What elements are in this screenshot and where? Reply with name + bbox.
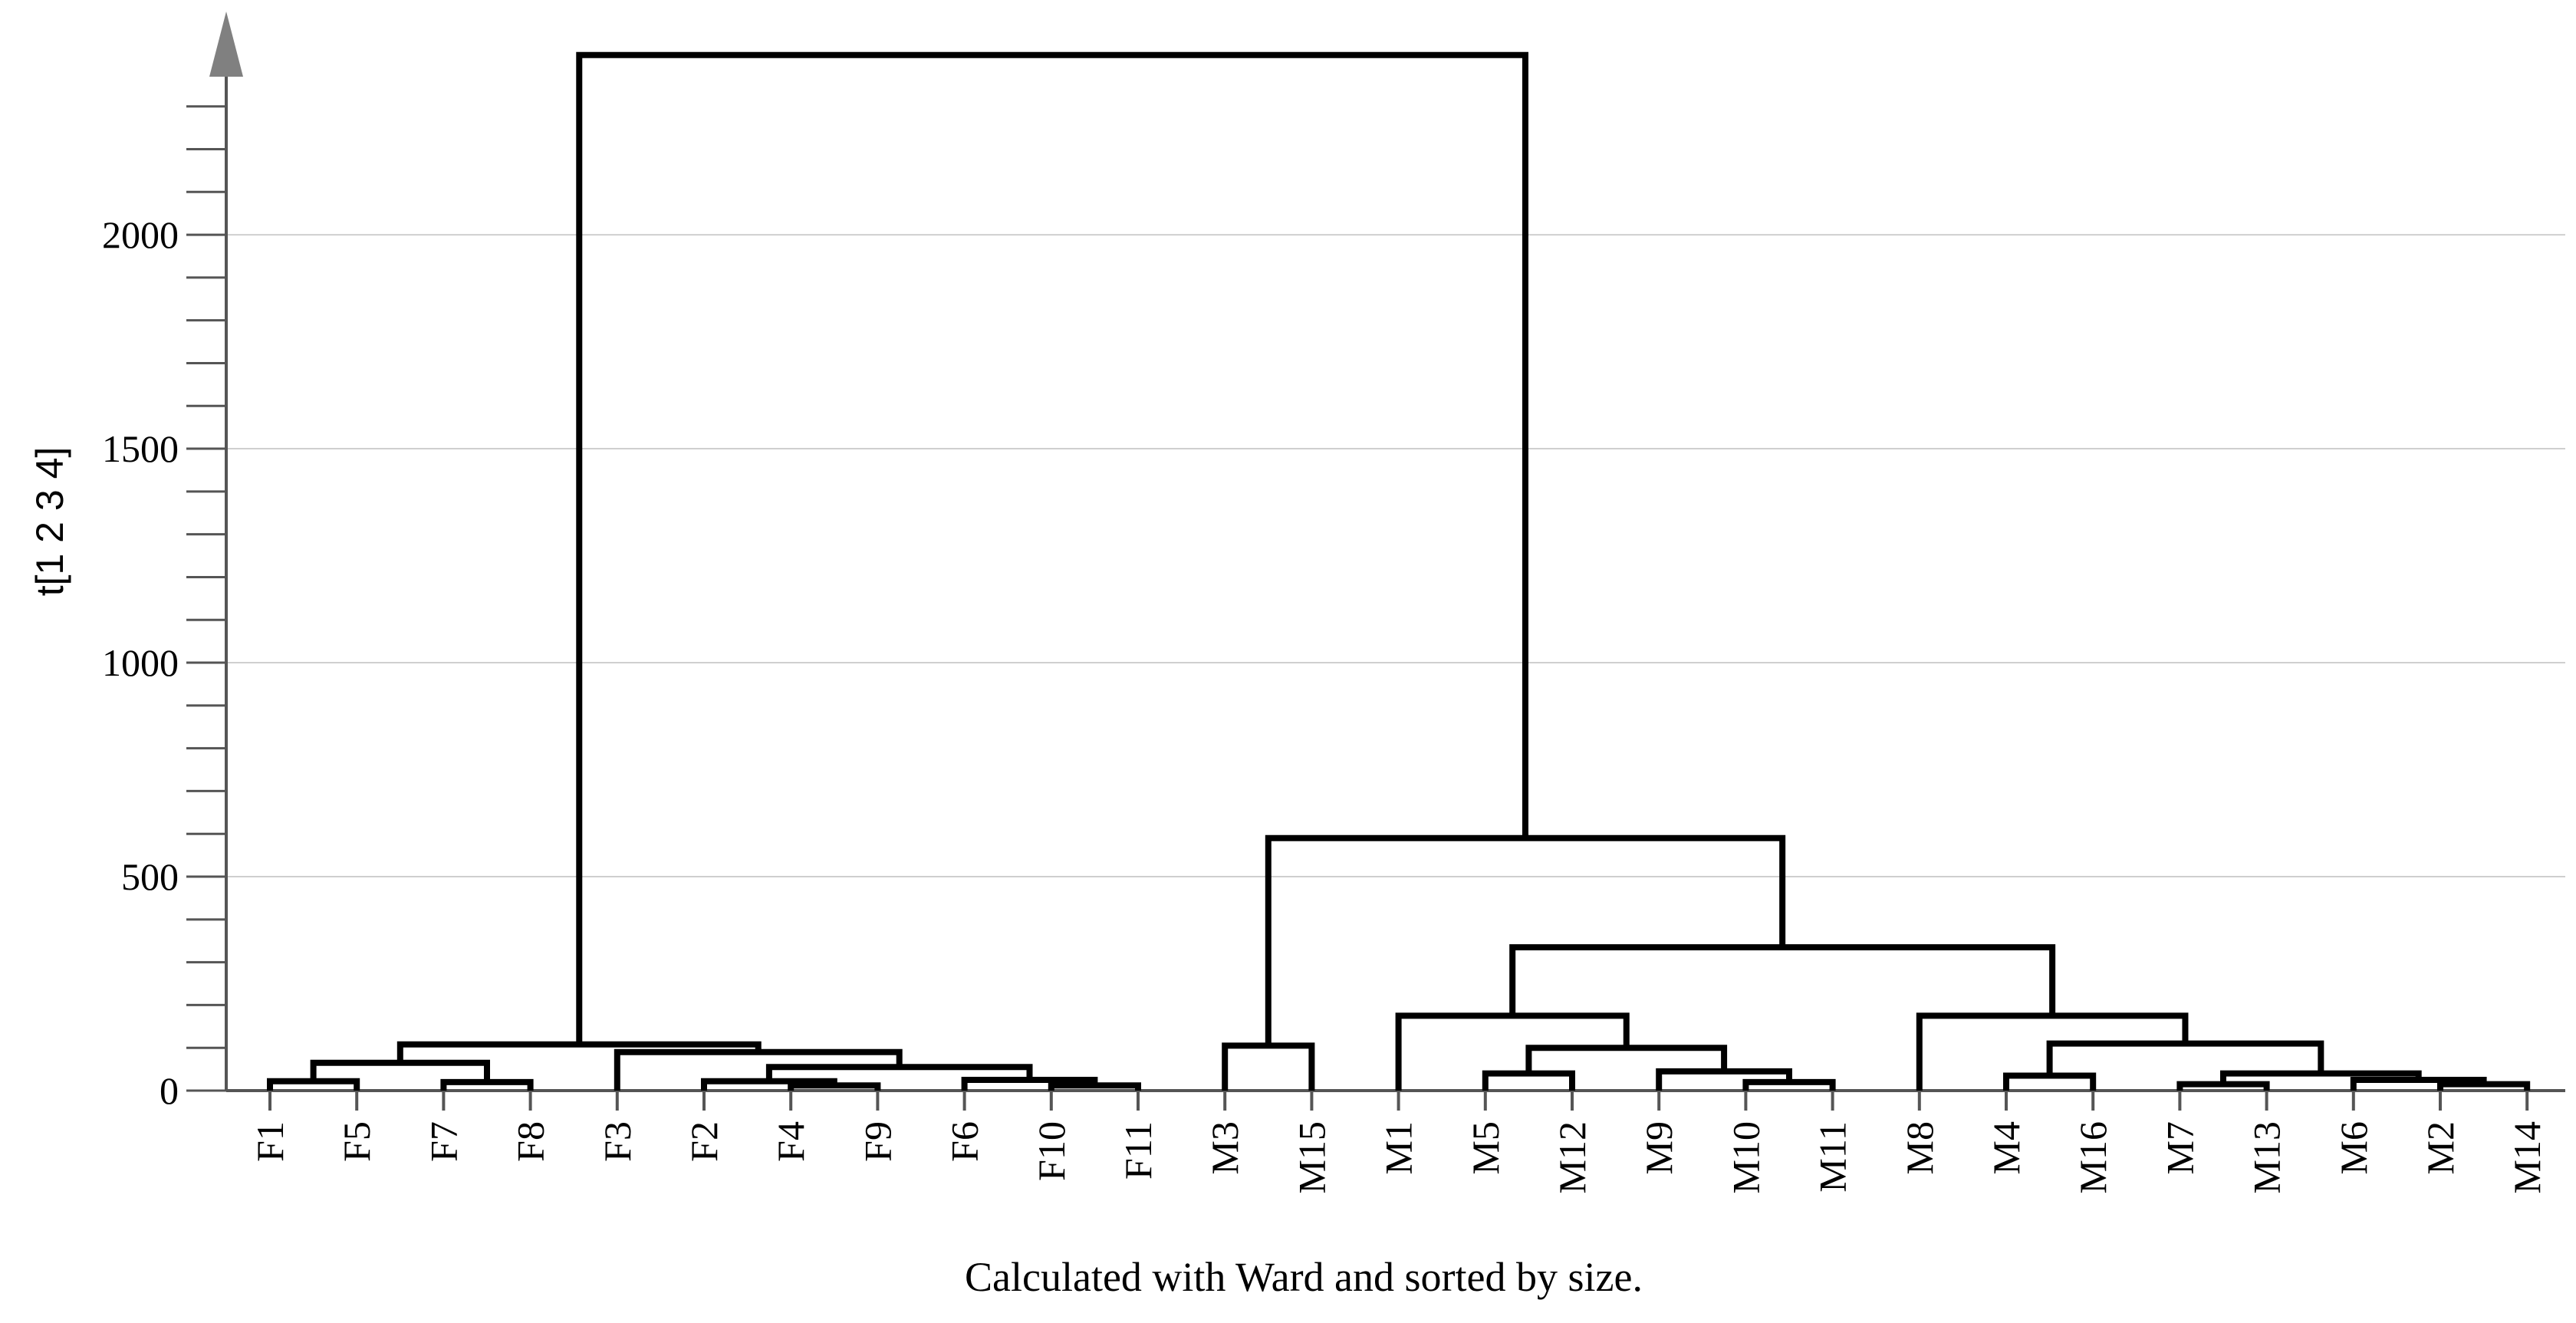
leaf-label: M14 [2505, 1121, 2548, 1193]
leaf-label: M3 [1203, 1121, 1246, 1174]
leaf-label: M10 [1724, 1121, 1767, 1193]
y-tick-label: 0 [160, 1069, 179, 1112]
leaf-label: F3 [596, 1121, 639, 1162]
leaf-label: M7 [2158, 1121, 2201, 1174]
leaf-label: M8 [1898, 1121, 1941, 1174]
leaf-label: M2 [2419, 1121, 2462, 1174]
dendrogram-link [1482, 1070, 1575, 1091]
leaf-label: F1 [248, 1121, 291, 1162]
leaf-labels: F1 F5 F7 F8 F3 F2 F4 F9 F6 F10 F11 M3 M15 M1 M5 M12 M9 M1… [248, 1091, 2548, 1193]
leaf-label: M15 [1290, 1121, 1333, 1193]
leaf-label: M13 [2245, 1121, 2288, 1193]
leaf-label: M11 [1811, 1121, 1854, 1193]
leaf-label: M12 [1551, 1121, 1594, 1193]
grid-lines [226, 234, 2565, 878]
leaf-label: M4 [1985, 1121, 2028, 1174]
leaf-label: M16 [2071, 1121, 2114, 1193]
y-tick-label: 500 [121, 855, 179, 898]
leaf-label: F9 [856, 1121, 899, 1162]
leaf-label: F8 [509, 1121, 552, 1162]
leaf-label: F4 [769, 1121, 812, 1162]
y-tick-label: 1500 [102, 427, 179, 470]
y-axis-arrow [209, 12, 243, 77]
dendrogram-link [1222, 1042, 1315, 1091]
chart-caption: Calculated with Ward and sorted by size. [965, 1254, 1643, 1300]
dendrogram-links [267, 51, 2531, 1091]
leaf-label: F11 [1117, 1121, 1160, 1180]
leaf-label: M1 [1377, 1121, 1420, 1174]
y-axis-title: t[1 2 3 4] [28, 447, 71, 597]
y-axis: 0 500 1000 1500 2000 [102, 12, 2565, 1112]
dendrogram-link [1509, 944, 2056, 1016]
leaf-label: M6 [2332, 1121, 2375, 1174]
dendrogram-link [576, 51, 1528, 1045]
dendrogram-link [1916, 1012, 2189, 1091]
y-tick-label: 1000 [102, 641, 179, 684]
y-tick-label: 2000 [102, 213, 179, 256]
dendrogram-link [1395, 1012, 1630, 1091]
leaf-label: M9 [1637, 1121, 1680, 1174]
dendrogram-link [2003, 1072, 2097, 1091]
leaf-label: F5 [335, 1121, 378, 1162]
leaf-label: M5 [1464, 1121, 1507, 1174]
leaf-label: F7 [422, 1121, 465, 1162]
leaf-label: F6 [943, 1121, 986, 1162]
leaf-label: F2 [683, 1121, 725, 1162]
leaf-label: F10 [1030, 1121, 1073, 1181]
